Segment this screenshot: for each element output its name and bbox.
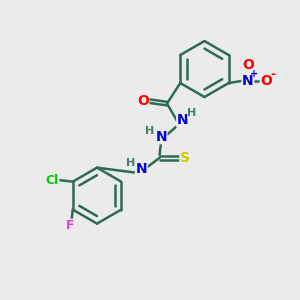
Text: F: F — [66, 219, 74, 232]
Text: O: O — [242, 58, 254, 72]
Text: O: O — [137, 94, 149, 108]
Text: H: H — [145, 126, 154, 136]
Text: S: S — [180, 151, 190, 165]
Text: N: N — [136, 162, 147, 176]
Text: N: N — [242, 74, 254, 88]
Text: N: N — [155, 130, 167, 144]
Text: N: N — [177, 113, 188, 127]
Text: O: O — [260, 74, 272, 88]
Text: -: - — [270, 68, 275, 81]
Text: Cl: Cl — [46, 174, 59, 187]
Text: H: H — [188, 108, 197, 118]
Text: +: + — [250, 69, 258, 79]
Text: H: H — [126, 158, 135, 167]
